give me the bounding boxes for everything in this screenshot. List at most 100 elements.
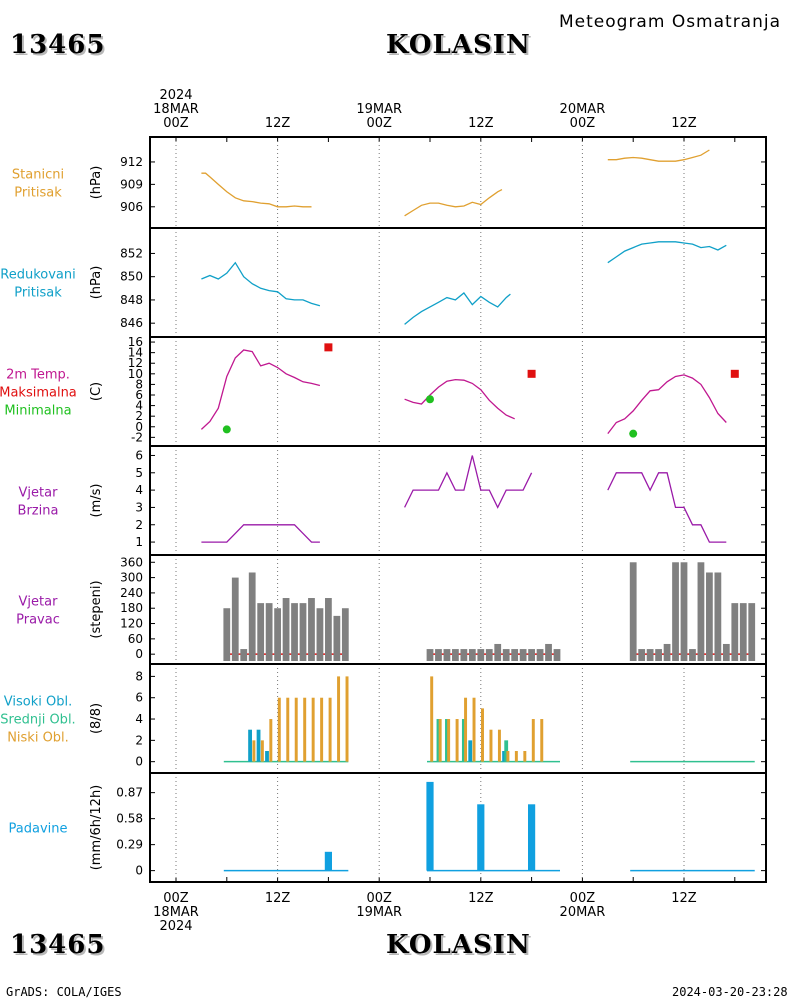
panel-label: Vjetar <box>19 595 59 610</box>
bar <box>536 649 544 661</box>
bar <box>540 719 544 762</box>
y-tick-label: 4 <box>135 712 143 726</box>
time-label-top: 2024 <box>159 88 192 103</box>
bar <box>455 719 459 762</box>
panel-reduced-pressure: 846 848 850 852 (hPa) Redukovani Pritisak <box>0 227 767 338</box>
panel-precip: 0 0.29 0.58 0.87 (mm/6h/12h) Padavine <box>9 772 767 883</box>
time-label-top: 12Z <box>265 116 291 131</box>
series-line <box>404 378 515 420</box>
time-label-top: 20MAR <box>560 102 606 117</box>
panel-label: Stanicni <box>12 168 64 183</box>
bar <box>528 649 535 661</box>
station-id: 13465 <box>10 30 106 60</box>
y-tick-label: 909 <box>120 177 143 191</box>
y-tick-label: 906 <box>120 200 143 214</box>
bar <box>240 649 248 661</box>
bar <box>277 697 281 762</box>
series-line <box>607 472 727 543</box>
panel-frame <box>149 136 767 229</box>
unit-label: (C) <box>89 382 104 401</box>
y-tick-label: 14 <box>128 346 143 360</box>
panel-clouds: 0 2 4 6 8 (8/8) Visoki Obl. Srednji Obl. Niski O… <box>0 663 767 774</box>
y-tick-label: 4 <box>135 399 143 413</box>
series-line <box>201 524 320 543</box>
panel-label: Maksimalna <box>0 386 77 401</box>
time-label-bottom: 00Z <box>570 891 596 906</box>
y-tick-label: 16 <box>128 335 143 349</box>
panel-label: Pravac <box>16 613 60 628</box>
bar <box>265 751 269 762</box>
bar <box>477 804 485 871</box>
bar <box>308 598 315 661</box>
y-tick-label: 6 <box>135 388 143 402</box>
panel-wind-speed: 1 2 3 4 5 6 (m/s) Vjetar Brzina <box>18 445 767 556</box>
y-tick-label: 2 <box>135 733 143 747</box>
bar <box>497 729 501 762</box>
bar <box>531 719 535 762</box>
y-tick-label: 848 <box>120 293 143 307</box>
panel-label: 2m Temp. <box>6 368 70 383</box>
panel-label: Redukovani <box>0 268 75 283</box>
panel-frame <box>149 336 767 447</box>
y-tick-label: 3 <box>135 500 143 514</box>
bar <box>303 697 307 762</box>
unit-label: (hPa) <box>89 166 104 200</box>
series-line <box>201 261 321 307</box>
bar <box>435 649 442 661</box>
bar <box>252 740 256 762</box>
y-tick-label: 0 <box>135 647 143 661</box>
y-tick-label: 2 <box>135 518 143 532</box>
tmin-marker <box>629 429 638 438</box>
bar <box>328 697 332 762</box>
bar <box>265 603 273 661</box>
y-tick-label: 0 <box>135 420 143 434</box>
bar <box>294 697 298 762</box>
bar <box>445 719 449 762</box>
bar <box>299 603 307 661</box>
bar <box>248 572 256 661</box>
unit-label: (m/s) <box>89 484 104 518</box>
y-tick-label: 846 <box>120 316 143 330</box>
bar <box>511 649 519 661</box>
panel-frame <box>149 772 767 883</box>
bar <box>638 649 646 661</box>
panel-label: Srednji Obl. <box>0 713 75 728</box>
bar <box>680 562 688 661</box>
bar <box>502 649 510 661</box>
bar <box>426 781 434 871</box>
unit-label: (stepeni) <box>89 580 104 638</box>
time-label-top: 00Z <box>366 116 392 131</box>
bar <box>286 697 290 762</box>
bar <box>337 676 341 762</box>
bar <box>452 649 459 661</box>
bar <box>502 751 506 762</box>
station-name: KOLASIN <box>386 30 531 60</box>
bar <box>341 608 349 661</box>
series-line <box>404 292 511 325</box>
y-tick-label: 300 <box>120 571 143 585</box>
bar <box>464 697 468 762</box>
series-line <box>607 374 727 434</box>
y-tick-label: 912 <box>120 155 143 169</box>
unit-label: (hPa) <box>89 266 104 300</box>
y-tick-label: 850 <box>120 270 143 284</box>
bar <box>468 649 476 661</box>
time-label-top: 12Z <box>671 116 697 131</box>
bar <box>485 649 493 661</box>
bar <box>333 615 341 661</box>
footer-station-name: KOLASIN <box>386 930 531 960</box>
y-tick-label: 240 <box>120 586 143 600</box>
series-line <box>607 241 727 264</box>
y-tick-label: 10 <box>128 367 143 381</box>
bar <box>545 643 552 661</box>
bar <box>519 649 527 661</box>
panel-label: Pritisak <box>14 286 62 301</box>
bar <box>324 851 332 871</box>
bar <box>274 608 281 661</box>
panel-label: Niski Obl. <box>7 731 69 746</box>
bar <box>689 649 696 661</box>
bar <box>430 676 434 762</box>
timestamp-text: 2024-03-20-23:28 <box>672 985 788 999</box>
